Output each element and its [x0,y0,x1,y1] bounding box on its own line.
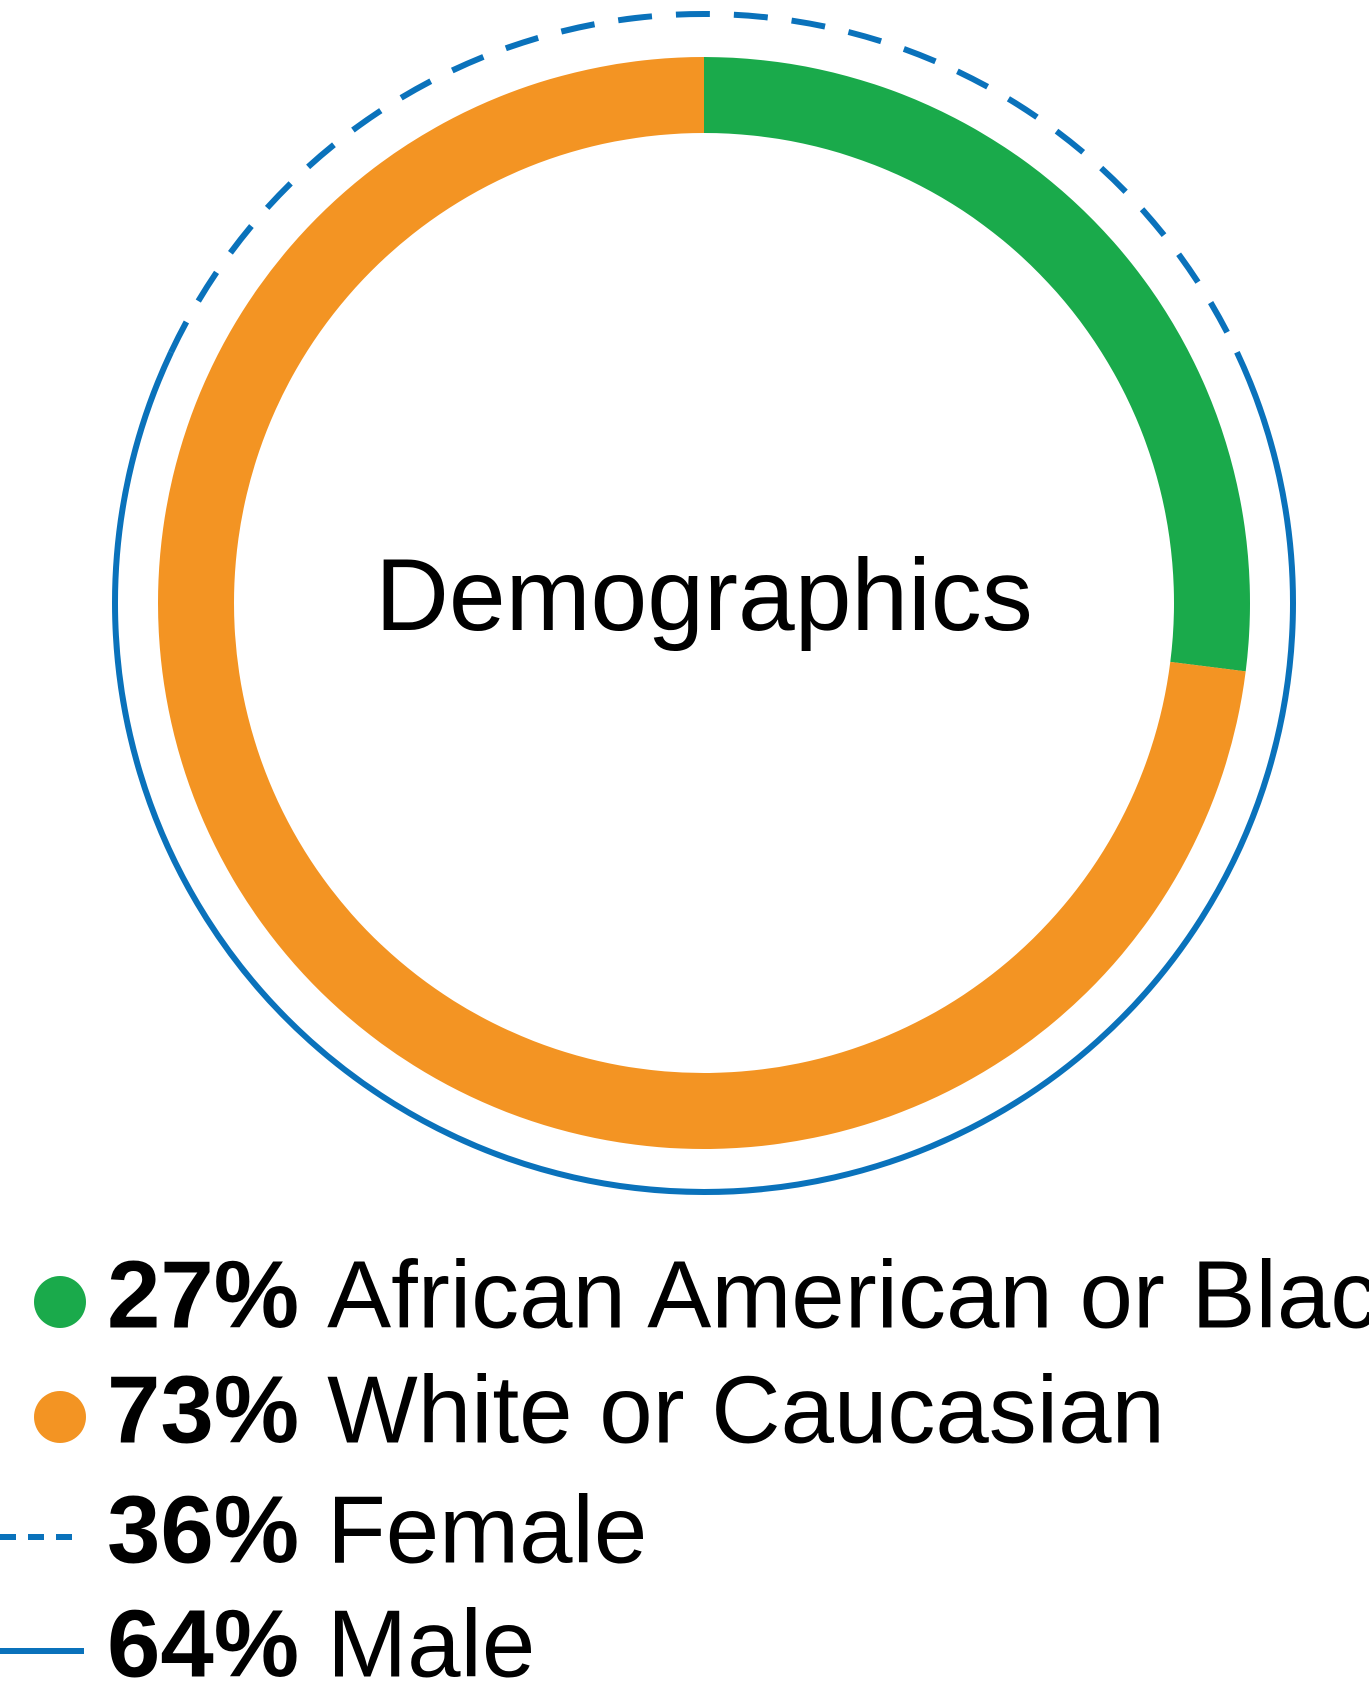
legend-value: 73% [107,1356,299,1463]
legend-value: 64% [107,1590,299,1697]
legend-swatch [34,1276,86,1328]
legend-value: 27% [107,1241,299,1348]
legend-value: 36% [107,1476,299,1583]
outer-ring-arc [112,350,1296,1196]
chart-title: Demographics [375,538,1033,652]
legend-swatch [34,1391,86,1443]
legend-label: White or Caucasian [327,1356,1165,1463]
outer-ring-arc [168,11,1240,354]
legend-label: Male [327,1590,535,1697]
legend-label: Female [327,1476,647,1583]
legend-label: African American or Black [327,1241,1369,1348]
donut-segment [704,57,1250,672]
